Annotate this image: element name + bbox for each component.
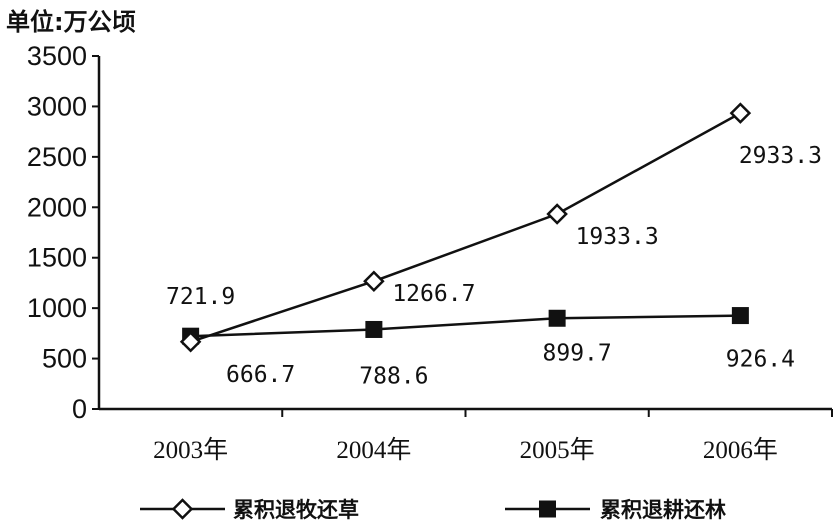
data-label: 926.4 — [726, 347, 795, 373]
legend-label: 累积退牧还草 — [233, 498, 359, 522]
y-tick-label: 500 — [42, 344, 87, 374]
data-label: 788.6 — [359, 363, 428, 389]
legend: 累积退牧还草 累积退耕还林 — [140, 498, 726, 522]
x-axis-ticks: 2003年 2004年 2005年 2006年 — [153, 409, 833, 464]
y-tick-label: 3000 — [27, 91, 87, 121]
data-label: 2933.3 — [739, 143, 822, 169]
y-axis-ticks: 0 500 1000 1500 2000 2500 3000 3500 — [27, 41, 99, 424]
legend-label: 累积退耕还林 — [600, 498, 726, 522]
data-label: 721.9 — [166, 284, 235, 310]
data-point — [548, 309, 566, 327]
x-tick-label: 2003年 — [153, 436, 228, 464]
x-tick-label: 2004年 — [336, 436, 411, 464]
y-tick-label: 2000 — [27, 192, 87, 222]
data-point — [365, 320, 383, 338]
data-point — [729, 102, 752, 124]
data-label: 1933.3 — [576, 224, 659, 250]
data-label: 666.7 — [226, 362, 295, 388]
y-tick-label: 1500 — [27, 243, 87, 273]
legend-marker — [539, 500, 556, 518]
legend-marker — [171, 498, 194, 520]
unit-label: 单位:万公顷 — [6, 8, 136, 36]
series-lines — [190, 112, 741, 343]
series-line-1 — [190, 314, 741, 338]
y-tick-label: 3500 — [27, 41, 87, 71]
data-label: 899.7 — [543, 340, 612, 366]
series-line-0 — [190, 112, 741, 343]
data-point — [363, 270, 385, 293]
chart-axes — [97, 56, 832, 411]
y-tick-label: 2500 — [27, 142, 87, 172]
x-tick-label: 2006年 — [703, 436, 778, 464]
data-point — [546, 203, 568, 225]
series-markers — [179, 102, 752, 353]
data-point — [731, 307, 749, 325]
data-labels: 666.7 1266.7 1933.3 2933.3 721.9 788.6 899.7 92… — [166, 143, 822, 389]
data-point — [179, 330, 202, 353]
x-tick-label: 2005年 — [520, 436, 595, 464]
y-tick-label: 0 — [72, 394, 87, 424]
y-tick-label: 1000 — [27, 293, 87, 323]
data-label: 1266.7 — [392, 281, 475, 307]
